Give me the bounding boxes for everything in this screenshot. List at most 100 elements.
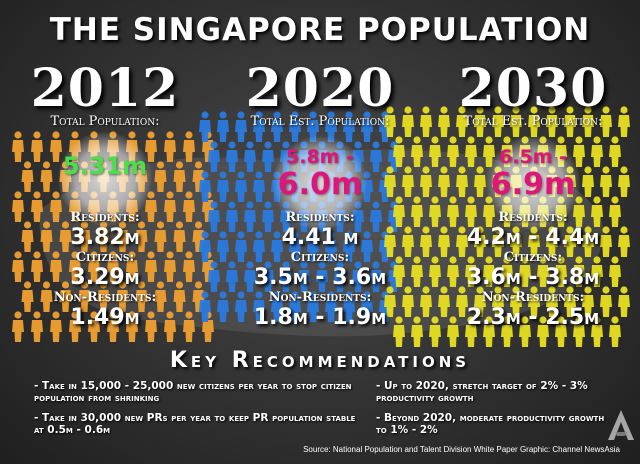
person-figure-icon xyxy=(126,251,138,282)
person-figure-icon xyxy=(69,251,81,282)
person-figure-icon xyxy=(384,286,396,317)
person-figure-icon xyxy=(465,316,477,347)
total-population-line1: 6.5m - xyxy=(499,146,567,168)
person-figure-icon xyxy=(199,231,211,262)
person-figure-icon xyxy=(555,316,567,347)
person-figure-icon xyxy=(429,256,441,287)
person-figure-icon xyxy=(384,106,396,137)
person-figure-icon xyxy=(244,201,256,232)
citizens-value: 3.5m - 3.6m xyxy=(253,265,387,290)
person-figure-icon xyxy=(183,311,195,342)
person-figure-icon xyxy=(537,316,549,347)
recommendation-item: - Up to 2020, stretch target of 2% - 3% … xyxy=(376,380,588,404)
column-2012: 2012 Total Population: 5.31m Residents: … xyxy=(0,62,210,331)
person-figure-icon xyxy=(352,261,364,292)
person-figure-icon xyxy=(384,166,396,197)
person-figure-icon xyxy=(546,286,558,317)
person-figure-icon xyxy=(361,231,373,262)
person-figure-icon xyxy=(393,196,405,227)
person-figure-icon xyxy=(145,131,157,162)
person-figure-icon xyxy=(298,261,310,292)
person-figure-icon xyxy=(235,111,247,142)
person-figure-icon xyxy=(235,171,247,202)
person-figure-icon xyxy=(289,111,301,142)
person-figure-icon xyxy=(600,286,612,317)
person-figure-icon xyxy=(154,221,167,252)
person-figure-icon xyxy=(334,261,346,292)
person-figure-icon xyxy=(97,281,110,312)
person-figure-icon xyxy=(50,311,62,342)
person-figure-icon xyxy=(411,136,423,167)
citizens-label: Citizens: xyxy=(75,250,135,265)
person-figure-icon xyxy=(12,251,24,282)
total-population-label: Total Est. Population: xyxy=(250,114,390,129)
person-figure-icon xyxy=(483,256,495,287)
person-figure-icon xyxy=(173,281,186,312)
person-figure-icon xyxy=(420,166,432,197)
non-residents-label: Non-Residents: xyxy=(268,290,372,305)
person-figure-icon xyxy=(235,291,247,322)
person-figure-icon xyxy=(31,191,43,222)
column-2030: 2030 Total Est. Population: 6.5m - 6.9m … xyxy=(428,58,638,331)
person-figure-icon xyxy=(618,226,630,257)
total-population-line2: 6.0m xyxy=(277,167,363,202)
person-figure-icon xyxy=(370,261,382,292)
residents-value: 4.2m - 4.4m xyxy=(466,225,600,250)
person-figure-icon xyxy=(402,106,414,137)
person-figure-icon xyxy=(600,106,612,137)
column-2020: 2020 Total Est. Population: 5.8m - 6.0m … xyxy=(215,62,425,331)
person-figure-icon xyxy=(325,231,337,262)
person-figure-icon xyxy=(217,291,229,322)
person-figure-icon xyxy=(438,166,450,197)
person-figure-icon xyxy=(145,311,157,342)
person-figure-icon xyxy=(465,196,477,227)
person-figure-icon xyxy=(384,226,396,257)
person-figure-icon xyxy=(183,131,195,162)
population-stats: Residents: 4.2m - 4.4m Citizens: 3.6m - … xyxy=(428,210,638,330)
person-figure-icon xyxy=(50,131,62,162)
person-figure-icon xyxy=(438,226,450,257)
person-figure-icon xyxy=(582,286,594,317)
person-figure-icon xyxy=(126,311,138,342)
person-figure-icon xyxy=(12,131,24,162)
person-figure-icon xyxy=(546,106,558,137)
person-figure-icon xyxy=(456,226,468,257)
non-residents-value: 2.3m - 2.5m xyxy=(466,305,600,330)
person-figure-icon xyxy=(154,161,167,192)
person-figure-icon xyxy=(591,316,603,347)
person-figure-icon xyxy=(164,191,176,222)
person-figure-icon xyxy=(402,286,414,317)
person-figure-icon xyxy=(40,161,53,192)
year-label: 2030 xyxy=(458,58,608,119)
citizens-value: 3.6m - 3.8m xyxy=(466,265,600,290)
person-figure-icon xyxy=(262,261,274,292)
person-figure-icon xyxy=(164,131,176,162)
person-figure-icon xyxy=(474,166,486,197)
total-population-line2: 6.9m xyxy=(490,167,576,202)
person-figure-icon xyxy=(361,291,373,322)
total-population-line1: 5.31m xyxy=(62,152,148,180)
person-figure-icon xyxy=(573,316,585,347)
person-figure-icon xyxy=(402,226,414,257)
person-figure-icon xyxy=(271,111,283,142)
person-figure-icon xyxy=(226,141,238,172)
person-figure-icon xyxy=(573,136,585,167)
recommendation-item: - Beyond 2020, moderate productivity gro… xyxy=(376,412,605,436)
non-residents-label: Non-Residents: xyxy=(53,290,157,305)
total-population-value: 6.5m - 6.9m xyxy=(428,146,638,202)
total-population-value: 5.8m - 6.0m xyxy=(215,146,425,202)
person-figure-icon xyxy=(510,286,522,317)
person-figure-icon xyxy=(21,281,34,312)
person-figure-icon xyxy=(135,221,148,252)
non-residents-label: Non-Residents: xyxy=(481,290,585,305)
person-figure-icon xyxy=(564,106,576,137)
person-figure-icon xyxy=(609,136,621,167)
person-figure-icon xyxy=(501,256,513,287)
person-figure-icon xyxy=(618,286,630,317)
person-figure-icon xyxy=(78,281,91,312)
recommendation-item: - Take in 15,000 - 25,000 new citizens p… xyxy=(34,380,352,404)
person-figure-icon xyxy=(510,106,522,137)
person-figure-icon xyxy=(519,256,531,287)
person-figure-icon xyxy=(199,111,211,142)
person-figure-icon xyxy=(510,226,522,257)
